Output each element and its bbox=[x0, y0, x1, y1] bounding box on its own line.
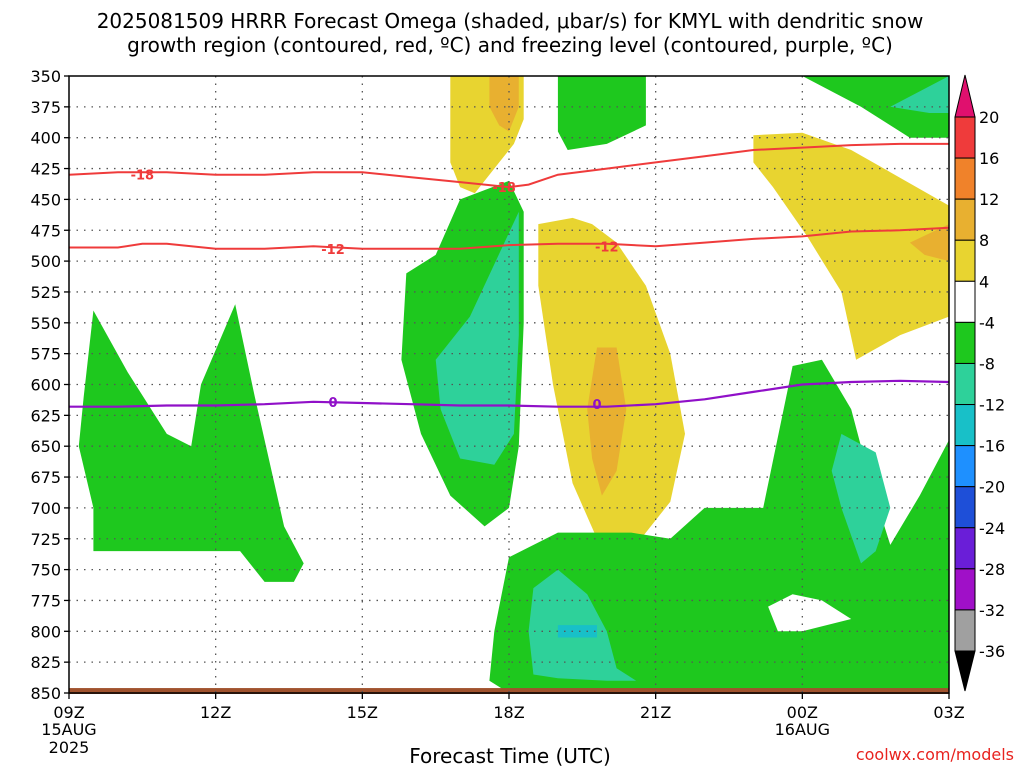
omega-weak-region bbox=[768, 594, 852, 632]
omega-region-neg4 bbox=[557, 76, 646, 150]
dgz-contour-neg12 bbox=[69, 226, 950, 250]
x-tick-date: 15AUG bbox=[41, 720, 96, 739]
dgz-contour-label-text: -12 bbox=[595, 240, 619, 255]
y-tick-label: 850 bbox=[30, 684, 61, 703]
colorbar-swatch bbox=[954, 609, 976, 652]
colorbar-swatch bbox=[954, 527, 976, 570]
plot-area: -18 -18 -12 -12 0 0 bbox=[68, 75, 950, 694]
y-tick-label: 525 bbox=[30, 283, 61, 302]
colorbar-top-triangle bbox=[954, 74, 976, 118]
dgz-contour-label: -18 bbox=[131, 169, 155, 184]
x-tick-label: 18Z bbox=[493, 703, 524, 722]
y-tick-label: 800 bbox=[30, 622, 61, 641]
colorbar-label: 16 bbox=[979, 149, 999, 168]
colorbar-label: -36 bbox=[979, 642, 1005, 661]
x-tick-date: 16AUG bbox=[775, 720, 830, 739]
colorbar-label: 12 bbox=[979, 190, 999, 209]
x-tick-label: 09Z bbox=[53, 703, 84, 722]
colorbar-label: -28 bbox=[979, 560, 1005, 579]
x-tick-year: 2025 bbox=[49, 738, 90, 757]
x-tick-label: 00Z bbox=[787, 703, 818, 722]
y-tick-label: 750 bbox=[30, 561, 61, 580]
colorbar-swatch bbox=[954, 239, 976, 282]
y-tick-label: 350 bbox=[30, 67, 61, 86]
y-tick-label: 775 bbox=[30, 591, 61, 610]
colorbar-swatch bbox=[954, 404, 976, 447]
y-tick-label: 825 bbox=[30, 653, 61, 672]
colorbar-swatch bbox=[954, 198, 976, 241]
omega-region-8 bbox=[489, 76, 519, 132]
y-tick-label: 575 bbox=[30, 345, 61, 364]
x-tick-label: 21Z bbox=[640, 703, 671, 722]
dgz-contour-label-text: -18 bbox=[131, 169, 155, 184]
colorbar-swatch bbox=[954, 445, 976, 488]
chart-title-line1: 2025081509 HRRR Forecast Omega (shaded, … bbox=[97, 9, 924, 33]
y-tick-label: 475 bbox=[30, 221, 61, 240]
colorbar-label: -8 bbox=[979, 354, 995, 373]
dgz-contour-label: -18 bbox=[492, 181, 516, 196]
colorbar-swatch bbox=[954, 486, 976, 529]
y-tick-label: 625 bbox=[30, 406, 61, 425]
y-tick-label: 500 bbox=[30, 252, 61, 271]
colorbar-label: -24 bbox=[979, 519, 1005, 538]
y-tick-label: 600 bbox=[30, 376, 61, 395]
omega-region-neg12 bbox=[557, 625, 597, 638]
freezing-level-label-text: 0 bbox=[328, 396, 337, 411]
omega-region-8 bbox=[909, 224, 949, 262]
dgz-contour-neg18 bbox=[68, 142, 949, 189]
omega-region-neg8 bbox=[890, 76, 949, 113]
y-tick-label: 425 bbox=[30, 160, 61, 179]
colorbar-swatch bbox=[954, 157, 976, 200]
omega-region-neg4 bbox=[78, 304, 304, 582]
colorbar: 20 16 12 8 4 -4 -8 -12 -16 -20 -24 -28 -32 -36 bbox=[954, 74, 1005, 692]
x-axis-label: Forecast Time (UTC) bbox=[409, 744, 611, 768]
y-tick-label: 450 bbox=[30, 190, 61, 209]
x-tick-label: 15Z bbox=[347, 703, 378, 722]
omega-region-neg8 bbox=[435, 211, 519, 465]
y-axis-tick-labels: 350 375 400 425 450 475 500 525 550 575 600 625 650 6… bbox=[30, 67, 69, 703]
colorbar-bottom-triangle bbox=[954, 650, 976, 692]
freezing-level-contour bbox=[69, 379, 950, 408]
credit-text: coolwx.com/models bbox=[856, 745, 1014, 764]
dgz-contour-label: -12 bbox=[321, 243, 345, 258]
colorbar-label: -12 bbox=[979, 396, 1005, 415]
omega-region-neg8 bbox=[831, 433, 891, 564]
colorbar-label: 8 bbox=[979, 231, 989, 250]
colorbar-label: -16 bbox=[979, 437, 1005, 456]
y-tick-label: 400 bbox=[30, 129, 61, 148]
colorbar-label: 4 bbox=[979, 272, 989, 291]
x-tick-label: 12Z bbox=[200, 703, 231, 722]
freezing-level-label: 0 bbox=[592, 398, 601, 413]
y-tick-label: 375 bbox=[30, 98, 61, 117]
colorbar-label: -4 bbox=[979, 313, 995, 332]
dgz-contour-label-text: -12 bbox=[321, 243, 345, 258]
colorbar-label: -32 bbox=[979, 601, 1005, 620]
y-tick-label: 700 bbox=[30, 499, 61, 518]
freezing-level-label: 0 bbox=[328, 396, 337, 411]
colorbar-swatch bbox=[954, 280, 976, 323]
dgz-contour-label: -12 bbox=[595, 240, 619, 255]
colorbar-swatch bbox=[954, 321, 976, 364]
freezing-level-label-text: 0 bbox=[592, 398, 601, 413]
dgz-contour-label-text: -18 bbox=[492, 181, 516, 196]
omega-region-neg4 bbox=[802, 76, 949, 138]
colorbar-label: 20 bbox=[979, 108, 999, 127]
colorbar-swatch bbox=[954, 362, 976, 406]
y-tick-label: 550 bbox=[30, 314, 61, 333]
colorbar-swatch bbox=[954, 116, 976, 159]
chart-title-line2: growth region (contoured, red, ºC) and f… bbox=[127, 33, 893, 57]
y-tick-label: 650 bbox=[30, 437, 61, 456]
colorbar-label: -20 bbox=[979, 478, 1005, 497]
colorbar-swatch bbox=[954, 568, 976, 611]
y-tick-label: 725 bbox=[30, 530, 61, 549]
y-tick-label: 675 bbox=[30, 468, 61, 487]
x-tick-label: 03Z bbox=[933, 703, 964, 722]
